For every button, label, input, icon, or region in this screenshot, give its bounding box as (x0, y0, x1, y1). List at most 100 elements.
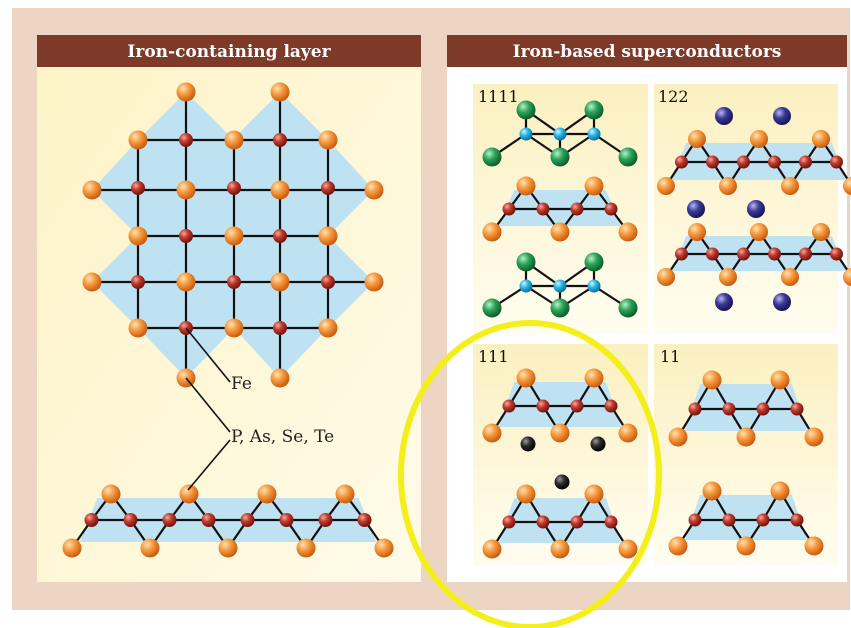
blue-atom (773, 293, 791, 311)
pnictogen-atom (374, 538, 394, 558)
iron-atom (799, 155, 812, 169)
pnictogen-atom (736, 536, 756, 556)
pnictogen-atom (257, 484, 277, 504)
pnictogen-atom (218, 538, 238, 558)
pnictogen-atom (179, 484, 199, 504)
green-atom (618, 298, 638, 318)
iron-atom (768, 155, 781, 169)
iron-atom (570, 202, 584, 216)
iron-atom (536, 399, 550, 413)
iron-atom (570, 399, 584, 413)
iron-atom (84, 513, 99, 527)
blue-atom (747, 200, 765, 218)
structure-111-label: 111 (478, 347, 509, 366)
pnictogen-atom (318, 130, 338, 150)
pnictogen-atom (516, 368, 536, 388)
iron-atom (179, 229, 193, 243)
iron-atom (321, 181, 335, 195)
pnictogen-atom (318, 226, 338, 246)
iron-atom (688, 402, 702, 416)
iron-atom (830, 155, 843, 169)
green-atom (618, 147, 638, 167)
label-leaders (185, 327, 231, 491)
pnictogen-atom (482, 423, 502, 443)
pnictogen-atom (270, 82, 290, 102)
blue-atom (687, 200, 705, 218)
pnictogen-atom (224, 130, 244, 150)
iron-atom (706, 247, 719, 261)
pnictogen-atom (668, 536, 688, 556)
iron-atom (830, 247, 843, 261)
cyan-atom (553, 279, 567, 293)
black-atom (520, 436, 536, 452)
pnictogen-atom (750, 223, 768, 241)
pnictogen-atom (128, 226, 148, 246)
iron-atom (162, 513, 177, 527)
iron-atom (756, 513, 770, 527)
fe-label: Fe (231, 374, 252, 394)
iron-atom (179, 133, 193, 147)
iron-atom (675, 155, 688, 169)
pnictogen-atom (82, 272, 102, 292)
iron-atom (502, 202, 516, 216)
pnictogen-atom (750, 130, 768, 148)
tetrahedron-band (498, 382, 622, 427)
pnictogen-atom (584, 368, 604, 388)
iron-atom (227, 181, 241, 195)
pnictogen-atom (550, 539, 570, 559)
green-atom (584, 100, 604, 120)
green-atom (550, 147, 570, 167)
iron-atom (722, 513, 736, 527)
pnictogen-atom (618, 539, 638, 559)
pnictogen-atom (657, 268, 675, 286)
highlight-ring (398, 320, 662, 628)
iron-atom (688, 513, 702, 527)
green-atom (482, 298, 502, 318)
pnictogen-atom (688, 130, 706, 148)
green-atom (516, 100, 536, 120)
iron-atom (737, 247, 750, 261)
pnictogen-leader-line-bottom (187, 439, 231, 491)
pnictogen-atom (702, 370, 722, 390)
structure-drawings (482, 100, 851, 559)
iron-atom (799, 247, 812, 261)
pnictogen-atom (176, 272, 196, 292)
left-panel-title: Iron-containing layer (127, 42, 331, 62)
iron-atom (722, 402, 736, 416)
pnictogen-atom (668, 427, 688, 447)
left-panel-header (37, 35, 421, 67)
right-panel-title: Iron-based superconductors (513, 42, 782, 62)
iron-atom (675, 247, 688, 261)
iron-atom (604, 399, 618, 413)
pnictogen-atom (770, 481, 790, 501)
pnictogen-atom (781, 268, 799, 286)
iron-atom (227, 275, 241, 289)
pnictogen-atom (584, 484, 604, 504)
pnictogen-atom (128, 130, 148, 150)
pnictogen-atom (719, 177, 737, 195)
pnictogen-atom (702, 481, 722, 501)
iron-atom (273, 321, 287, 335)
pnictogen-atom (618, 423, 638, 443)
iron-atom (604, 202, 618, 216)
pnictogen-atom (516, 484, 536, 504)
iron-atom (790, 402, 804, 416)
pnictogen-atom (176, 180, 196, 200)
pnictogen-atom (270, 368, 290, 388)
pnictogen-atom (270, 272, 290, 292)
iron-atom (357, 513, 372, 527)
pnictogen-atom (140, 538, 160, 558)
iron-atom (790, 513, 804, 527)
pnictogen-atom (482, 539, 502, 559)
pnictogen-atom (82, 180, 102, 200)
green-atom (584, 252, 604, 272)
pnictogen-atom (843, 268, 851, 286)
cyan-atom (587, 127, 601, 141)
pnictogen-atom (364, 272, 384, 292)
iron-atom (706, 155, 719, 169)
pnictogen-atom (550, 423, 570, 443)
iron-layer-top-view (82, 82, 384, 388)
green-atom (516, 252, 536, 272)
structure-1111-label: 1111 (478, 87, 519, 106)
